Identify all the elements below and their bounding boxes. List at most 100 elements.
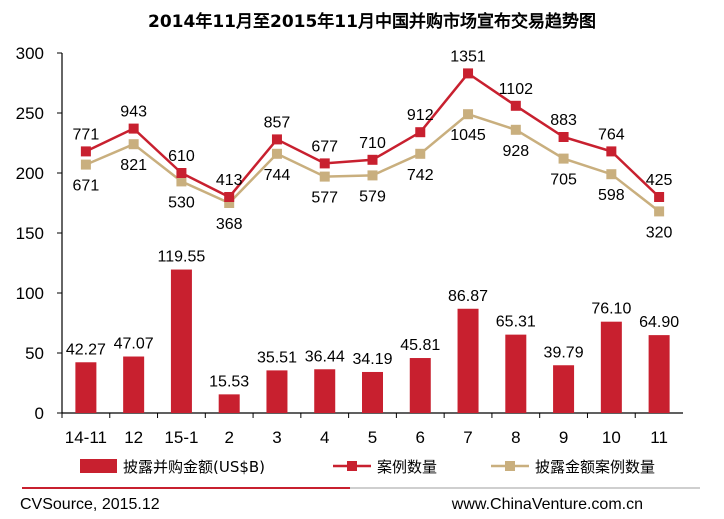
disclosed-case-count-data-label: 577 (311, 190, 338, 207)
x-tick-label: 7 (463, 428, 472, 447)
bar (170, 269, 192, 413)
disclosed-case-count-data-label: 742 (407, 167, 434, 184)
bar-data-label: 64.90 (639, 314, 679, 331)
case-count-data-label: 413 (216, 172, 243, 189)
case-count-marker (654, 192, 665, 202)
bar (600, 321, 622, 413)
bar-data-label: 34.19 (352, 351, 392, 368)
x-tick-label: 15-1 (164, 428, 198, 447)
disclosed-case-count-marker (558, 153, 569, 164)
legend: 披露并购金额(US$B) 案例数量 披露金额案例数量 (80, 458, 655, 476)
disclosed-case-count-marker (415, 148, 426, 159)
y-tick-label: 150 (16, 224, 44, 243)
x-tick-label: 8 (511, 428, 520, 447)
footer: CVSource, 2015.12 www.ChinaVenture.com.c… (20, 487, 700, 513)
disclosed-case-count-data-label: 579 (359, 188, 386, 205)
source-text: CVSource, 2015.12 (20, 496, 160, 513)
disclosed-case-count-marker (606, 169, 617, 180)
bar-data-label: 35.51 (257, 349, 297, 366)
website-text: www.ChinaVenture.com.cn (451, 496, 643, 513)
x-tick-label: 12 (124, 428, 143, 447)
disclosed-case-count-data-label: 821 (120, 157, 147, 174)
bar-data-label: 36.44 (305, 348, 345, 365)
x-tick-label: 14-11 (65, 428, 107, 447)
bar-data-label: 119.55 (158, 249, 206, 266)
y-tick-label: 250 (16, 104, 44, 123)
bar-data-label: 65.31 (496, 314, 536, 331)
bar (314, 369, 336, 413)
disclosed-case-count-marker (271, 148, 282, 159)
disclosed-case-count-data-label: 1045 (450, 127, 486, 144)
y-tick-label: 0 (35, 404, 44, 423)
disclosed-case-count-marker (319, 171, 330, 182)
bar-data-label: 15.53 (209, 373, 249, 390)
disclosed-case-count-marker (654, 206, 665, 217)
x-tick-label: 4 (320, 428, 329, 447)
legend-marker-swatch (505, 461, 515, 471)
disclosed-case-count-marker (367, 170, 378, 181)
case-count-marker (367, 154, 378, 165)
x-tick-label: 10 (602, 428, 621, 447)
case-count-marker (224, 192, 235, 202)
disclosed-case-count-data-label: 368 (216, 216, 243, 233)
case-count-data-label: 610 (168, 148, 195, 165)
bar (648, 335, 670, 413)
bar-series: 42.27 47.07 119.55 15.53 35.51 36.44 34.19 45.8… (66, 249, 679, 413)
x-tick-label: 5 (368, 428, 377, 447)
case-count-data-label: 883 (550, 112, 577, 129)
bar-data-label: 47.07 (114, 336, 154, 353)
case-count-data-label: 710 (359, 135, 386, 152)
case-count-marker (558, 132, 569, 142)
bar-data-label: 76.10 (591, 301, 631, 318)
disclosed-case-count-data-label: 671 (73, 178, 100, 195)
line-series: 771 943 610 413 857 677 710 912 1351 1102 883 764 42… (73, 48, 673, 241)
disclosed-case-count-marker (463, 109, 474, 120)
case-count-marker (176, 168, 187, 178)
disclosed-case-count-data-label: 530 (168, 194, 195, 211)
bar (409, 358, 431, 413)
legend-bar-swatch (80, 459, 117, 473)
x-tick-label: 11 (650, 428, 668, 447)
bar (123, 356, 145, 413)
y-axis: 0 50 100 150 200 250 300 (16, 44, 62, 423)
case-count-data-label: 1351 (450, 48, 486, 65)
bar (266, 370, 288, 413)
case-count-data-label: 857 (264, 114, 291, 131)
legend-label: 披露并购金额(US$B) (123, 458, 265, 476)
case-count-data-label: 912 (407, 107, 434, 124)
x-tick-label: 6 (416, 428, 425, 447)
case-count-data-label: 1102 (499, 81, 534, 98)
chart-title: 2014年11月至2015年11月中国并购市场宣布交易趋势图 (148, 11, 596, 32)
bar (75, 362, 97, 413)
y-tick-label: 300 (16, 44, 44, 63)
case-count-data-label: 677 (311, 138, 338, 155)
bar (457, 308, 479, 413)
x-axis-labels: 14-11 12 15-1 2 3 4 5 6 7 8 9 10 11 (61, 413, 668, 447)
disclosed-case-count-data-label: 928 (502, 143, 529, 160)
bar-data-label: 45.81 (400, 337, 440, 354)
x-tick-label: 2 (224, 428, 233, 447)
x-tick-label: 9 (559, 428, 568, 447)
bar (362, 371, 383, 413)
disclosed-case-count-marker (224, 198, 235, 208)
case-count-data-label: 943 (120, 104, 147, 121)
disclosed-case-count-data-label: 320 (646, 224, 673, 241)
disclosed-case-count-marker (80, 159, 91, 170)
legend-marker-swatch (347, 461, 357, 471)
x-tick-label: 3 (272, 428, 281, 447)
bar-data-label: 39.79 (544, 344, 584, 361)
case-count-data-label: 764 (598, 126, 625, 143)
case-count-marker (319, 158, 330, 169)
bar (553, 365, 575, 413)
disclosed-case-count-data-label: 705 (550, 172, 577, 189)
disclosed-case-count-data-label: 598 (598, 187, 625, 204)
case-count-marker (415, 127, 426, 138)
y-tick-label: 50 (25, 344, 44, 363)
case-count-marker (80, 146, 91, 157)
case-count-marker (128, 123, 139, 134)
case-count-data-label: 771 (73, 126, 100, 143)
disclosed-case-count-marker (128, 139, 139, 150)
bar-data-label: 42.27 (66, 341, 106, 358)
case-count-data-label: 425 (646, 172, 673, 189)
